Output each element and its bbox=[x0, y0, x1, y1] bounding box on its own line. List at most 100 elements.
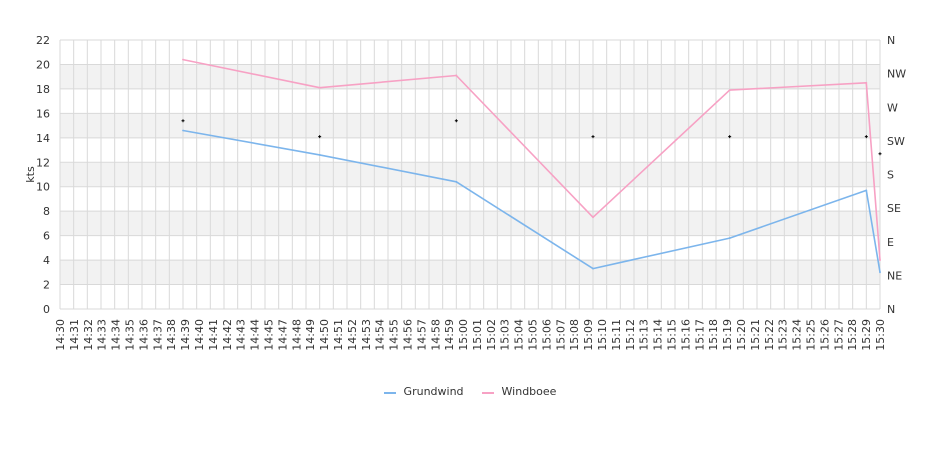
x-tick-label: 14:47 bbox=[276, 319, 289, 351]
wind-direction-marker bbox=[181, 119, 185, 123]
x-tick-label: 15:26 bbox=[818, 319, 831, 351]
series-point-windboee bbox=[182, 58, 184, 61]
legend-label-windboee: Windboee bbox=[501, 385, 557, 398]
y-tick-label: 4 bbox=[43, 254, 50, 267]
series-point-grundwind bbox=[865, 189, 868, 192]
x-tick-label: 15:00 bbox=[457, 319, 470, 351]
x-tick-label: 15:01 bbox=[471, 319, 484, 351]
series-point-grundwind bbox=[879, 271, 881, 274]
x-tick-label: 14:59 bbox=[443, 319, 456, 351]
series-point-grundwind bbox=[182, 129, 184, 132]
y-tick-label: 18 bbox=[36, 83, 50, 96]
x-tick-label: 15:22 bbox=[763, 319, 776, 351]
y-tick-label: 10 bbox=[36, 181, 50, 194]
x-tick-label: 15:25 bbox=[805, 319, 818, 351]
series-point-grundwind bbox=[318, 154, 321, 156]
right-axis-label: NW bbox=[887, 68, 906, 81]
x-tick-label: 14:53 bbox=[360, 319, 373, 351]
x-tick-label: 15:06 bbox=[540, 319, 553, 351]
wind-direction-marker bbox=[864, 135, 868, 139]
x-tick-label: 15:21 bbox=[749, 319, 762, 351]
x-tick-label: 14:58 bbox=[429, 319, 442, 351]
series-line-grundwind bbox=[182, 129, 881, 273]
x-tick-label: 15:19 bbox=[721, 319, 734, 351]
wind-direction-marker bbox=[454, 119, 458, 123]
x-tick-label: 15:30 bbox=[874, 319, 887, 351]
x-tick-label: 14:49 bbox=[304, 319, 317, 351]
wind-direction-marker bbox=[878, 152, 882, 156]
x-tick-label: 14:35 bbox=[123, 319, 136, 351]
right-axis-label: N bbox=[887, 34, 895, 47]
series-point-windboee bbox=[455, 74, 458, 77]
series-point-windboee bbox=[879, 259, 881, 261]
series-point-windboee bbox=[728, 89, 731, 92]
x-tick-label: 15:04 bbox=[513, 319, 526, 351]
x-tick-label: 14:51 bbox=[332, 319, 345, 351]
x-tick-label: 15:15 bbox=[666, 319, 679, 351]
x-tick-label: 15:16 bbox=[679, 319, 692, 351]
x-tick-label: 15:13 bbox=[638, 319, 651, 351]
series-point-windboee bbox=[318, 86, 321, 89]
series-point-windboee bbox=[592, 216, 594, 219]
y-tick-label: 20 bbox=[36, 58, 50, 71]
x-tick-label: 14:56 bbox=[401, 319, 414, 351]
series-point-grundwind bbox=[728, 237, 731, 239]
x-tick-label: 14:48 bbox=[290, 319, 303, 351]
wind-direction-marker bbox=[728, 135, 732, 139]
x-tick-label: 15:17 bbox=[693, 319, 706, 351]
x-tick-label: 15:28 bbox=[846, 319, 859, 351]
y-axis-title: kts bbox=[24, 166, 37, 183]
x-tick-label: 15:12 bbox=[624, 319, 637, 351]
right-axis-label: W bbox=[887, 101, 898, 114]
y-tick-label: 6 bbox=[43, 230, 50, 243]
wind-direction-marker bbox=[591, 135, 595, 139]
x-tick-label: 14:37 bbox=[151, 319, 164, 351]
y-tick-label: 8 bbox=[43, 205, 50, 218]
x-tick-label: 15:03 bbox=[499, 319, 512, 351]
x-tick-label: 14:39 bbox=[179, 319, 192, 351]
x-tick-label: 15:02 bbox=[485, 319, 498, 351]
x-tick-label: 15:20 bbox=[735, 319, 748, 351]
y-tick-label: 14 bbox=[36, 132, 50, 145]
series-point-grundwind bbox=[592, 267, 594, 270]
x-tick-label: 15:07 bbox=[554, 319, 567, 351]
x-tick-label: 15:10 bbox=[596, 319, 609, 351]
x-tick-label: 14:36 bbox=[137, 319, 150, 351]
right-axis-label: E bbox=[887, 236, 894, 249]
x-tick-label: 15:24 bbox=[791, 319, 804, 351]
y-tick-label: 22 bbox=[36, 34, 50, 47]
x-tick-label: 14:54 bbox=[374, 319, 387, 351]
x-tick-label: 15:08 bbox=[568, 319, 581, 351]
x-tick-label: 15:27 bbox=[832, 319, 845, 351]
x-tick-label: 14:30 bbox=[54, 319, 67, 351]
wind-chart: 0 2 4 6 8 10 12 14 16 18 20 22 kts N NE E SE S SW W NW N 14:30… bbox=[24, 34, 906, 351]
x-tick-label: 14:57 bbox=[415, 319, 428, 351]
y-tick-label: 2 bbox=[43, 279, 50, 292]
x-tick-label: 15:14 bbox=[652, 319, 665, 351]
y-tick-label: 12 bbox=[36, 156, 50, 169]
x-tick-label: 14:52 bbox=[346, 319, 359, 351]
x-tick-label: 14:40 bbox=[193, 319, 206, 351]
y-tick-label: 0 bbox=[43, 303, 50, 316]
x-tick-label: 14:33 bbox=[96, 319, 109, 351]
right-axis-label: SW bbox=[887, 135, 905, 148]
right-axis-label: N bbox=[887, 303, 895, 316]
right-axis-label: SE bbox=[887, 202, 901, 215]
x-tick-label: 15:18 bbox=[707, 319, 720, 351]
legend-swatch-windboee bbox=[481, 391, 494, 394]
legend-item-windboee[interactable]: Windboee bbox=[481, 385, 557, 398]
x-tick-label: 14:32 bbox=[82, 319, 95, 351]
x-tick-label: 15:29 bbox=[860, 319, 873, 351]
chart-legend: Grundwind Windboee bbox=[0, 385, 940, 398]
series-point-windboee bbox=[865, 81, 868, 84]
legend-label-grundwind: Grundwind bbox=[403, 385, 464, 398]
legend-item-grundwind[interactable]: Grundwind bbox=[383, 385, 464, 398]
legend-swatch-grundwind bbox=[383, 391, 396, 394]
wind-direction-marker bbox=[318, 135, 322, 139]
x-tick-label: 15:05 bbox=[527, 319, 540, 351]
x-tick-label: 15:11 bbox=[610, 319, 623, 351]
x-tick-label: 14:41 bbox=[207, 319, 220, 351]
x-tick-label: 14:34 bbox=[110, 319, 123, 351]
x-tick-label: 15:23 bbox=[777, 319, 790, 351]
right-axis-label: S bbox=[887, 169, 894, 182]
